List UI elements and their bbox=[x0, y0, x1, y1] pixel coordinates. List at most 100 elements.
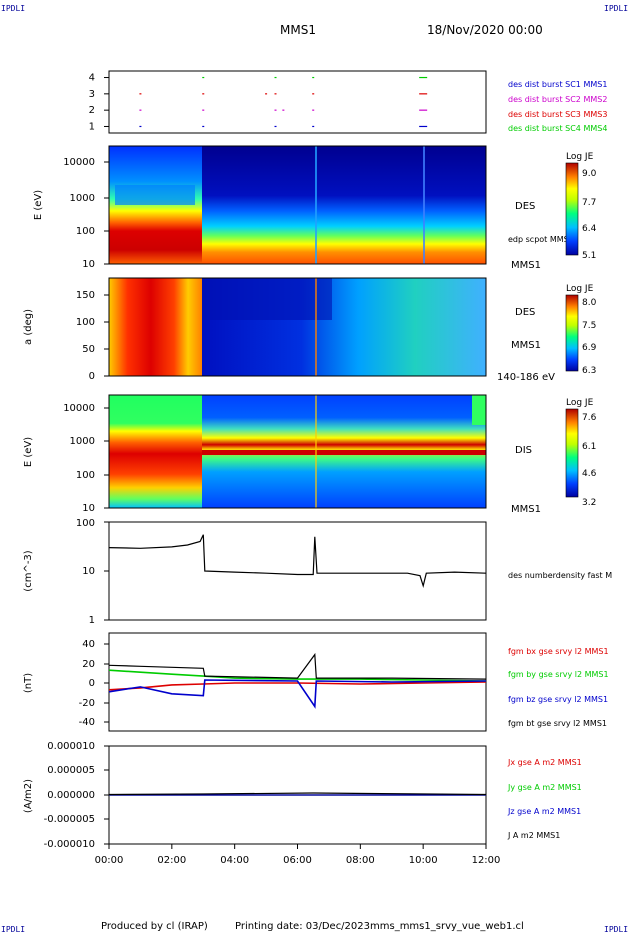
cbar3-tick-3: 3.2 bbox=[582, 498, 596, 508]
des-pitch-ticks bbox=[104, 294, 109, 377]
legend-sc2: des dist burst SC2 MMS2 bbox=[508, 95, 607, 104]
burst-mark-sc1-1 bbox=[202, 125, 205, 128]
burst-mark-sc2-4 bbox=[312, 109, 315, 111]
des-energy-ytick-1000: 1000 bbox=[70, 193, 95, 204]
burst-mark-sc1-3 bbox=[312, 125, 315, 128]
cbar1-tick-3: 5.1 bbox=[582, 251, 596, 261]
bfield-ytick-40: 40 bbox=[82, 639, 95, 650]
des-pitch-stripe bbox=[315, 278, 317, 376]
bfield-legend-by: fgm by gse srvy l2 MMS1 bbox=[508, 670, 609, 679]
cbar1-title: Log JE bbox=[566, 152, 594, 162]
dis-energy-colorbar: Log JE 7.6 6.1 4.6 3.2 bbox=[565, 398, 597, 508]
current-ticks bbox=[104, 745, 109, 845]
current-ytick-p5: 0.000005 bbox=[47, 765, 95, 776]
dis-energy-ion-band bbox=[202, 450, 486, 455]
dis-energy-right-edge bbox=[472, 395, 486, 425]
burst-mark-sc3-4 bbox=[312, 93, 315, 95]
des-pitch-label-energy: 140-186 eV bbox=[497, 372, 555, 383]
burst-mark-sc4-3 bbox=[419, 76, 428, 79]
corner-label-tr: IPDLI bbox=[604, 4, 628, 13]
bfield-legend-bt: fgm bt gse srvy l2 MMS1 bbox=[508, 719, 607, 728]
density-frame bbox=[108, 521, 487, 621]
des-energy-stripe-1 bbox=[315, 146, 317, 264]
bfield-ytick-20: 20 bbox=[82, 659, 95, 670]
des-pitch-ytick-100: 100 bbox=[76, 317, 95, 328]
panel-bfield: (nT) -40 -20 0 20 40 fgm bx gse srvy l2 … bbox=[23, 632, 609, 732]
des-pitch-ytick-150: 150 bbox=[76, 290, 95, 301]
dis-energy-ticks bbox=[104, 407, 109, 509]
time-tick-1: 02:00 bbox=[157, 855, 186, 866]
des-energy-label-mms1: MMS1 bbox=[511, 260, 541, 271]
burst-mark-sc1-4 bbox=[419, 125, 428, 128]
burst-mark-sc3-2 bbox=[265, 93, 268, 95]
time-tick-6: 12:00 bbox=[472, 855, 501, 866]
burst-mark-sc2-2 bbox=[274, 109, 277, 111]
cbar3-title: Log JE bbox=[566, 398, 594, 408]
des-energy-yaxis: E (eV) 10 100 1000 10000 bbox=[33, 157, 109, 270]
current-ytick-m5: -0.000005 bbox=[44, 814, 95, 825]
burst-mark-sc3-5 bbox=[419, 93, 428, 95]
des-energy-frame bbox=[108, 145, 487, 265]
footer-produced: Produced by cl (IRAP) bbox=[101, 921, 208, 932]
time-tick-0: 00:00 bbox=[95, 855, 124, 866]
burst-ytick-1: 1 bbox=[89, 121, 95, 132]
cbar3-bar bbox=[565, 408, 579, 498]
des-pitch-frame bbox=[108, 277, 487, 377]
bfield-ytick-m20: -20 bbox=[79, 698, 95, 709]
des-energy-stripe-2 bbox=[423, 146, 425, 264]
burst-ytick-3: 3 bbox=[89, 89, 95, 100]
des-energy-right-block bbox=[202, 146, 486, 264]
dis-energy-stripe bbox=[315, 395, 317, 508]
density-ylabel: (cm^-3) bbox=[23, 550, 34, 591]
density-series-line bbox=[108, 534, 487, 589]
dis-energy-left-block bbox=[109, 395, 202, 508]
des-energy-bump bbox=[115, 185, 195, 205]
des-energy-ytick-10000: 10000 bbox=[63, 157, 95, 168]
cbar3-tick-1: 6.1 bbox=[582, 442, 596, 452]
des-energy-colorbar: Log JE 9.0 7.7 6.4 5.1 bbox=[565, 152, 597, 261]
bfield-line-bt bbox=[108, 652, 487, 680]
burst-mark-sc4-0 bbox=[202, 76, 205, 79]
bfield-ytick-m40: -40 bbox=[79, 717, 95, 728]
des-energy-label-scpot: edp scpot MMS1 bbox=[508, 235, 574, 244]
footer-printing: Printing date: 03/Dec/2023 bbox=[235, 921, 370, 932]
bfield-legend-bz: fgm bz gse srvy l2 MMS1 bbox=[508, 695, 608, 704]
current-legend-j: J A m2 MMS1 bbox=[507, 831, 560, 840]
cbar1-tick-1: 7.7 bbox=[582, 198, 596, 208]
cbar1-tick-0: 9.0 bbox=[582, 169, 597, 179]
page-title: MMS1 bbox=[280, 23, 316, 37]
cbar2-tick-0: 8.0 bbox=[582, 298, 597, 308]
current-legend-jz: Jz gse A m2 MMS1 bbox=[507, 807, 581, 816]
burst-mark-sc2-5 bbox=[419, 109, 428, 111]
burst-mark-sc4-2 bbox=[312, 76, 315, 79]
burst-mark-sc2-1 bbox=[202, 109, 205, 111]
cbar1-bar bbox=[565, 162, 579, 256]
burst-legend: des dist burst SC1 MMS1 des dist burst S… bbox=[508, 80, 607, 133]
burst-mark-sc2-0 bbox=[139, 109, 142, 111]
des-pitch-label-des: DES bbox=[515, 307, 535, 318]
des-energy-ylabel: E (eV) bbox=[33, 190, 44, 220]
panel-des-pitch: a (deg) 0 50 100 150 DES MMS1 140-186 eV… bbox=[23, 277, 597, 383]
bfield-ylabel: (nT) bbox=[23, 673, 34, 693]
dis-energy-ytick-10000: 10000 bbox=[63, 403, 95, 414]
cbar1-tick-2: 6.4 bbox=[582, 224, 597, 234]
corner-label-bl: IPDLI bbox=[1, 925, 25, 934]
des-pitch-dark-upper bbox=[202, 278, 332, 320]
des-pitch-ylabel: a (deg) bbox=[23, 309, 34, 345]
legend-sc4: des dist burst SC4 MMS4 bbox=[508, 124, 607, 133]
burst-yticks: 1 2 3 4 bbox=[89, 73, 109, 132]
panel-burst-frame bbox=[108, 70, 487, 134]
des-energy-label-des: DES bbox=[515, 201, 535, 212]
burst-mark-sc3-3 bbox=[274, 93, 277, 95]
panel-current: (A/m2) 0.000010 0.000005 0.000000 -0.000… bbox=[23, 741, 582, 850]
burst-ytick-2: 2 bbox=[89, 105, 95, 116]
dis-energy-label-mms1: MMS1 bbox=[511, 504, 541, 515]
density-ticks bbox=[104, 521, 109, 621]
burst-ytick-4: 4 bbox=[89, 73, 95, 84]
legend-sc1: des dist burst SC1 MMS1 bbox=[508, 80, 607, 89]
page-datetime: 18/Nov/2020 00:00 bbox=[427, 23, 543, 37]
time-tick-4: 08:00 bbox=[346, 855, 375, 866]
bfield-ytick-0: 0 bbox=[89, 678, 95, 689]
dis-energy-ytick-1000: 1000 bbox=[70, 436, 95, 447]
